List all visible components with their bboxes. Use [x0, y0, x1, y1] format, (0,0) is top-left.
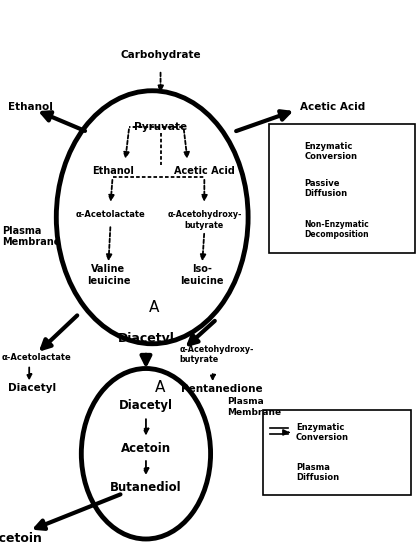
FancyBboxPatch shape [269, 124, 415, 253]
Text: α-Acetolactate: α-Acetolactate [2, 353, 72, 362]
FancyBboxPatch shape [263, 410, 411, 495]
Text: Valine
leuicine: Valine leuicine [87, 264, 130, 286]
Text: Acetoin: Acetoin [0, 532, 43, 546]
Text: Plasma
Membrane: Plasma Membrane [227, 397, 281, 417]
Text: A: A [156, 380, 166, 395]
Text: Non-Enzymatic
Decomposition: Non-Enzymatic Decomposition [304, 219, 369, 239]
Text: α-Acetohydroxy-
butyrate: α-Acetohydroxy- butyrate [179, 345, 254, 365]
Text: Diacetyl: Diacetyl [119, 399, 173, 412]
Text: Diacetyl: Diacetyl [8, 383, 55, 393]
Text: Ethanol: Ethanol [92, 166, 133, 175]
Text: Carbohydrate: Carbohydrate [120, 50, 201, 60]
Text: Passive
Diffusion: Passive Diffusion [304, 179, 347, 198]
Text: α-Acetohydroxy-
butyrate: α-Acetohydroxy- butyrate [167, 210, 241, 230]
Text: Ethanol: Ethanol [8, 102, 53, 112]
Text: Acetic Acid: Acetic Acid [300, 102, 365, 112]
Text: Acetoin: Acetoin [121, 442, 171, 455]
Text: Iso-
leuicine: Iso- leuicine [181, 264, 224, 286]
Text: Butanediol: Butanediol [110, 481, 182, 494]
Text: Pentanedione: Pentanedione [181, 384, 263, 394]
Text: Enzymatic
Conversion: Enzymatic Conversion [296, 423, 349, 442]
Text: Diacetyl: Diacetyl [118, 332, 174, 345]
Text: Pyruvate: Pyruvate [134, 122, 187, 131]
Text: Enzymatic
Conversion: Enzymatic Conversion [304, 141, 357, 161]
Text: α-Acetolactate: α-Acetolactate [75, 210, 146, 219]
Text: Acetic Acid: Acetic Acid [174, 166, 235, 175]
Text: Plasma
Diffusion: Plasma Diffusion [296, 463, 339, 482]
Text: Plasma
Membrane: Plasma Membrane [2, 226, 60, 248]
Text: A: A [149, 300, 159, 316]
